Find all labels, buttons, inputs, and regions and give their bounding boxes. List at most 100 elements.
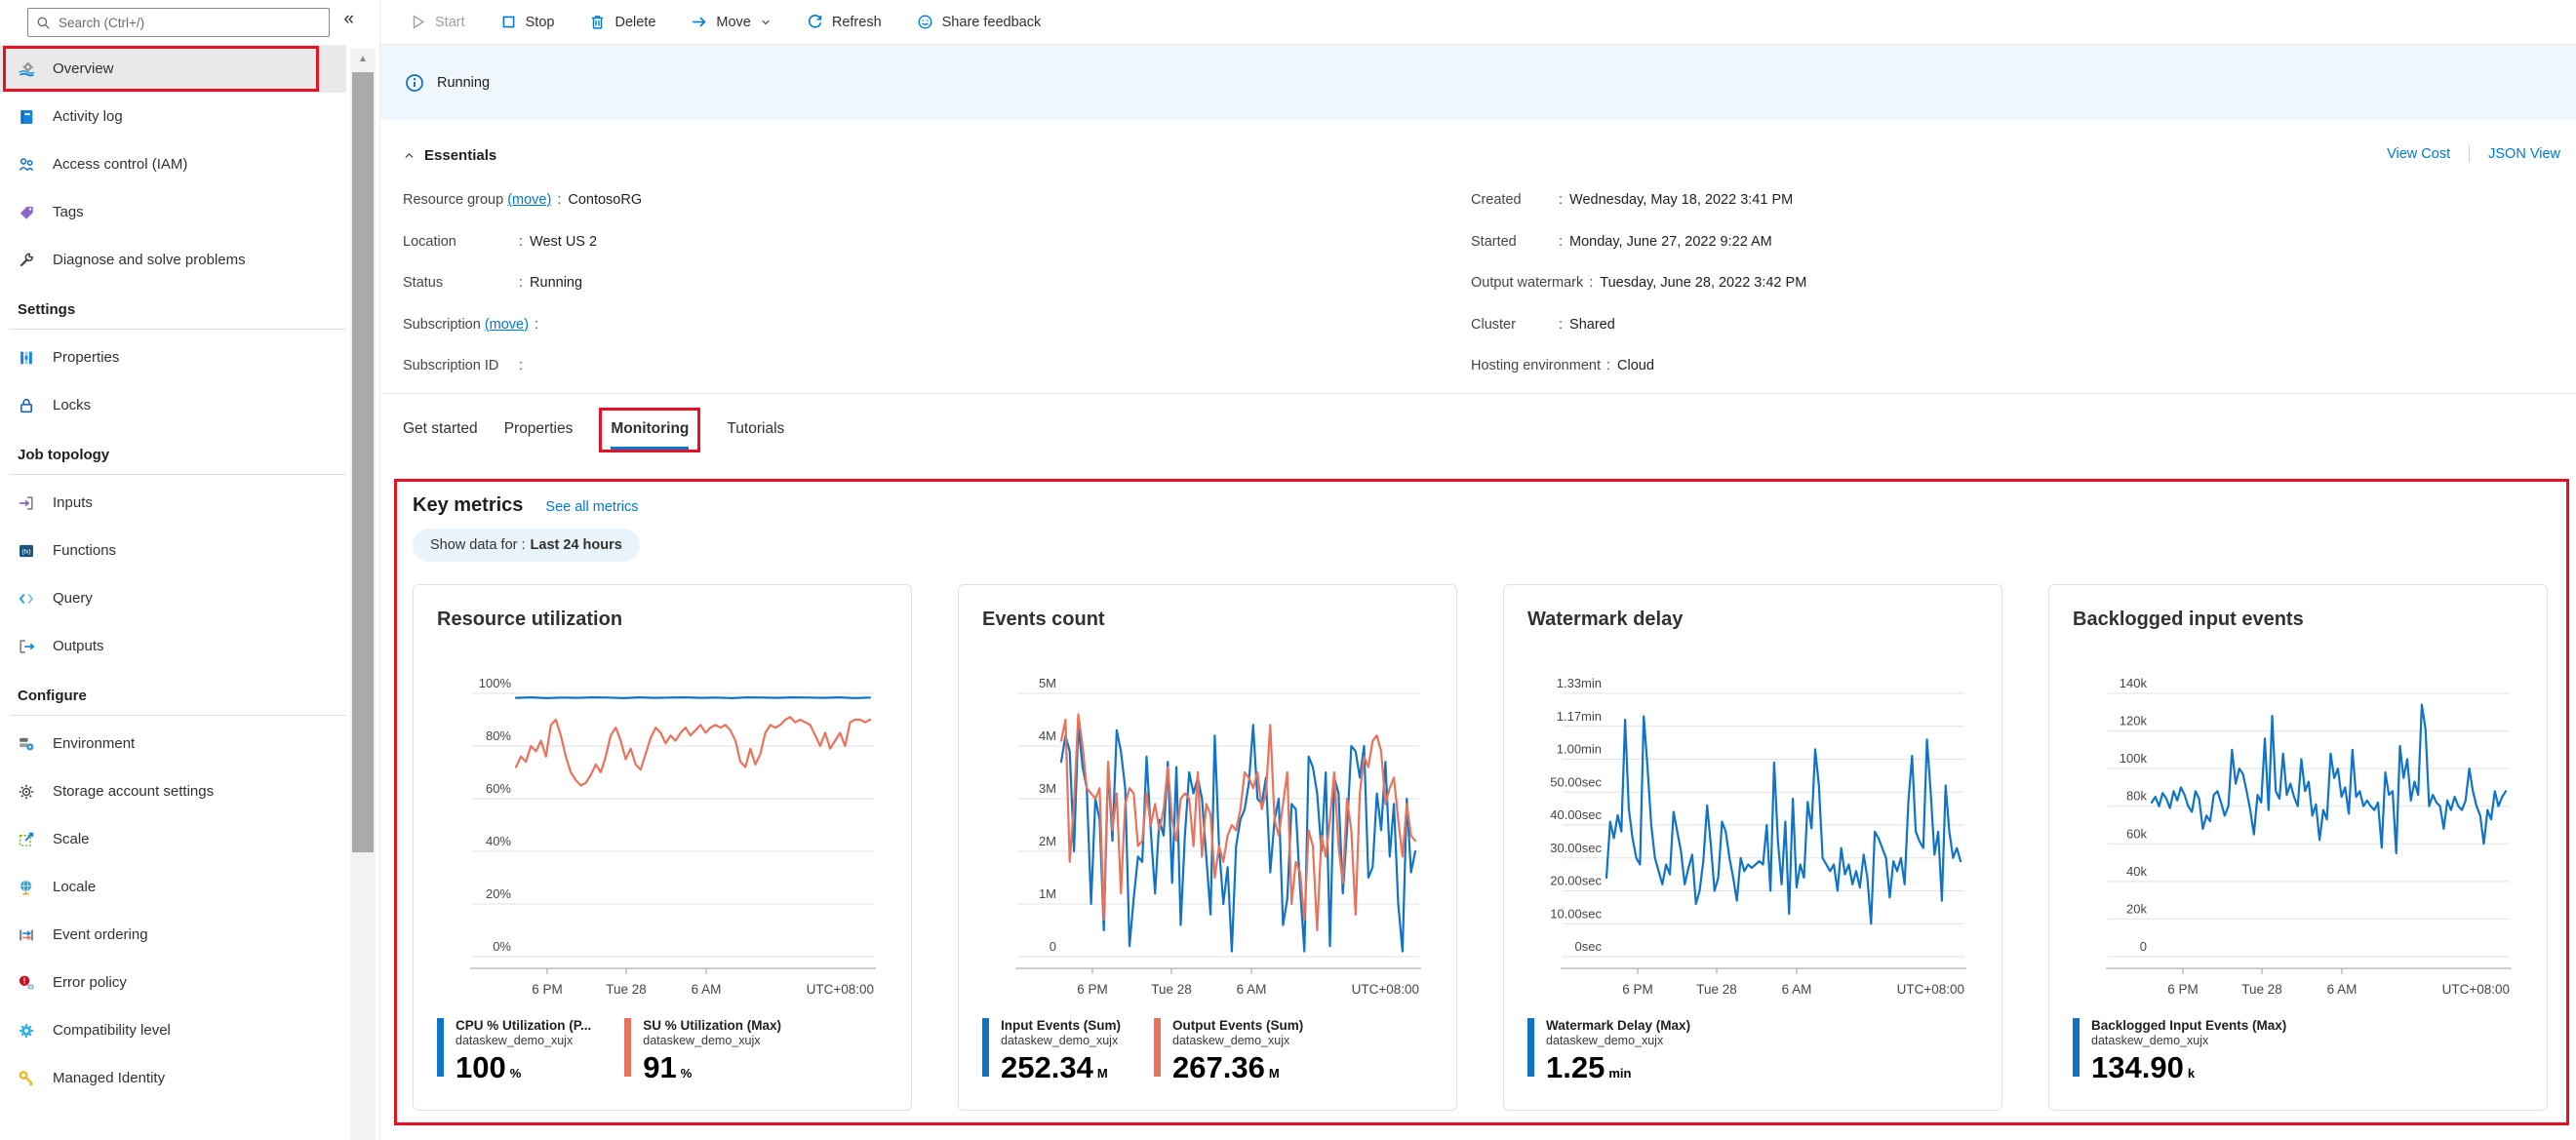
essentials-value: Shared bbox=[1569, 316, 1615, 333]
move-link[interactable]: (move) bbox=[484, 316, 529, 333]
sidebar-item-overview[interactable]: Overview bbox=[0, 45, 346, 93]
svg-text:80%: 80% bbox=[486, 728, 511, 743]
outputs-icon bbox=[18, 638, 35, 655]
sidebar-item-properties[interactable]: Properties bbox=[0, 334, 346, 381]
search-input[interactable] bbox=[59, 15, 321, 30]
essentials-label: Resource group (move) bbox=[403, 192, 552, 208]
key-metrics-panel: Key metrics See all metrics Show data fo… bbox=[394, 479, 2569, 1125]
see-all-metrics-link[interactable]: See all metrics bbox=[545, 499, 639, 515]
svg-text:6 AM: 6 AM bbox=[692, 982, 722, 997]
svg-text:60k: 60k bbox=[2126, 826, 2147, 841]
essentials-row-started: Started: Monday, June 27, 2022 9:22 AM bbox=[1471, 234, 1806, 276]
svg-text:60%: 60% bbox=[486, 781, 511, 796]
essentials-section: Essentials View Cost JSON View Resource … bbox=[380, 120, 2576, 389]
essentials-label: Started bbox=[1471, 233, 1517, 250]
scroll-up-icon[interactable]: ▲ bbox=[358, 54, 368, 64]
sidebar-item-label: Environment bbox=[53, 735, 136, 752]
svg-text:50.00sec: 50.00sec bbox=[1550, 774, 1602, 789]
svg-text:10.00sec: 10.00sec bbox=[1550, 906, 1602, 921]
sidebar-item-label: Error policy bbox=[53, 974, 127, 991]
metric-card-events-count: Events count 5M 4M 3M 2M 1M 0 6 PM Tue 28 6 AM UTC… bbox=[958, 584, 1457, 1111]
svg-text:40%: 40% bbox=[486, 834, 511, 848]
stop-button[interactable]: Stop bbox=[500, 14, 554, 30]
scrollbar-thumb[interactable] bbox=[352, 72, 374, 852]
chart-title: Resource utilization bbox=[437, 609, 623, 630]
tab-tutorials[interactable]: Tutorials bbox=[727, 408, 784, 451]
colon: : bbox=[557, 192, 562, 208]
legend-item-su-utilization-max[interactable]: SU % Utilization (Max) dataskew_demo_xujx… bbox=[624, 1018, 781, 1082]
svg-text:UTC+08:00: UTC+08:00 bbox=[1352, 982, 1419, 997]
managed-identity-icon bbox=[18, 1070, 35, 1087]
sidebar-item-tags[interactable]: Tags bbox=[0, 188, 346, 236]
legend-item-output-events-sum[interactable]: Output Events (Sum) dataskew_demo_xujx 267… bbox=[1154, 1018, 1303, 1082]
svg-text:120k: 120k bbox=[2120, 714, 2148, 728]
sidebar-item-event-ordering[interactable]: Event ordering bbox=[0, 911, 346, 959]
legend-item-watermark-delay-max[interactable]: Watermark Delay (Max) dataskew_demo_xujx 1… bbox=[1527, 1018, 1690, 1082]
legend-item-backlogged-input-events-max[interactable]: Backlogged Input Events (Max) dataskew_de… bbox=[2073, 1018, 2286, 1082]
essentials-label: Cluster bbox=[1471, 316, 1516, 333]
sidebar-item-query[interactable]: Query bbox=[0, 574, 346, 622]
essentials-value: Tuesday, June 28, 2022 3:42 PM bbox=[1600, 275, 1807, 291]
sidebar-item-label: Event ordering bbox=[53, 926, 148, 943]
sidebar-section-header-configure: Configure bbox=[18, 688, 87, 704]
sidebar-item-inputs[interactable]: Inputs bbox=[0, 479, 346, 527]
sidebar-item-activity-log[interactable]: Activity log bbox=[0, 93, 346, 140]
svg-text:6 AM: 6 AM bbox=[1237, 982, 1267, 997]
sidebar-item-diagnose-and-solve-problems[interactable]: Diagnose and solve problems bbox=[0, 236, 346, 284]
tab-get-started[interactable]: Get started bbox=[403, 408, 478, 451]
legend-text: Output Events (Sum) dataskew_demo_xujx 267… bbox=[1172, 1018, 1303, 1082]
chart-legend: Input Events (Sum) dataskew_demo_xujx 252.… bbox=[982, 1018, 1336, 1082]
view-cost-link[interactable]: View Cost bbox=[2387, 145, 2451, 162]
move-link[interactable]: (move) bbox=[507, 192, 552, 208]
sidebar-item-locale[interactable]: Locale bbox=[0, 863, 346, 911]
essentials-label: Subscription ID bbox=[403, 358, 499, 373]
sidebar-item-error-policy[interactable]: ! Error policy bbox=[0, 959, 346, 1006]
time-range-filter[interactable]: Show data for : Last 24 hours bbox=[413, 529, 640, 562]
toolbar-button-label: Start bbox=[435, 14, 465, 30]
sidebar-item-managed-identity[interactable]: Managed Identity bbox=[0, 1054, 346, 1102]
sidebar-item-scale[interactable]: Scale bbox=[0, 815, 346, 863]
share-feedback-button[interactable]: Share feedback bbox=[917, 14, 1041, 30]
essentials-header[interactable]: Essentials bbox=[403, 147, 2576, 164]
legend-series-name: SU % Utilization (Max) bbox=[643, 1018, 782, 1033]
svg-text:6 AM: 6 AM bbox=[1782, 982, 1812, 997]
svg-text:100%: 100% bbox=[479, 676, 512, 690]
sidebar-section-header-settings: Settings bbox=[18, 301, 76, 318]
legend-series-name: CPU % Utilization (P... bbox=[456, 1018, 592, 1033]
legend-current-value: 267.36 M bbox=[1172, 1052, 1303, 1082]
colon: : bbox=[1559, 233, 1564, 250]
sidebar-collapse-icon[interactable]: « bbox=[343, 9, 354, 29]
sidebar-item-functions[interactable]: {fx} Functions bbox=[0, 527, 346, 574]
sidebar-item-access-control-iam[interactable]: Access control (IAM) bbox=[0, 140, 346, 188]
sidebar-item-outputs[interactable]: Outputs bbox=[0, 622, 346, 670]
sidebar-item-label: Properties bbox=[53, 349, 120, 366]
sidebar-item-environment[interactable]: Environment bbox=[0, 720, 346, 767]
legend-item-input-events-sum[interactable]: Input Events (Sum) dataskew_demo_xujx 252.… bbox=[982, 1018, 1121, 1082]
tab-label: Properties bbox=[503, 420, 574, 437]
search-box[interactable] bbox=[27, 8, 330, 37]
refresh-button[interactable]: Refresh bbox=[807, 14, 882, 30]
json-view-link[interactable]: JSON View bbox=[2488, 145, 2560, 162]
stop-icon bbox=[500, 14, 517, 30]
svg-text:6 PM: 6 PM bbox=[1622, 982, 1653, 997]
move-button[interactable]: Move bbox=[691, 14, 771, 30]
colon: : bbox=[519, 358, 524, 373]
sidebar-item-storage-account-settings[interactable]: Storage account settings bbox=[0, 767, 346, 815]
tab-properties[interactable]: Properties bbox=[504, 408, 574, 451]
chart-plot: 5M 4M 3M 2M 1M 0 6 PM Tue 28 6 AM UTC+08:00 bbox=[1015, 676, 1421, 997]
sidebar-search-row: « bbox=[0, 0, 379, 45]
sidebar-item-locks[interactable]: Locks bbox=[0, 381, 346, 429]
sidebar-item-compatibility-level[interactable]: Compatibility level bbox=[0, 1006, 346, 1054]
essentials-value: Wednesday, May 18, 2022 3:41 PM bbox=[1569, 192, 1794, 208]
chevron-down-icon bbox=[760, 17, 772, 28]
sidebar-item-label: Query bbox=[53, 590, 93, 607]
start-button[interactable]: Start bbox=[410, 14, 465, 30]
tab-label: Monitoring bbox=[611, 420, 690, 450]
tab-monitoring[interactable]: Monitoring bbox=[599, 408, 701, 452]
legend-item-cpu-utilization-p[interactable]: CPU % Utilization (P... dataskew_demo_xuj… bbox=[437, 1018, 591, 1082]
svg-text:UTC+08:00: UTC+08:00 bbox=[807, 982, 874, 997]
time-range-filter-value: Last 24 hours bbox=[530, 537, 622, 553]
delete-button[interactable]: Delete bbox=[589, 14, 655, 30]
sidebar-scrollbar[interactable]: ▲ bbox=[350, 49, 376, 1140]
